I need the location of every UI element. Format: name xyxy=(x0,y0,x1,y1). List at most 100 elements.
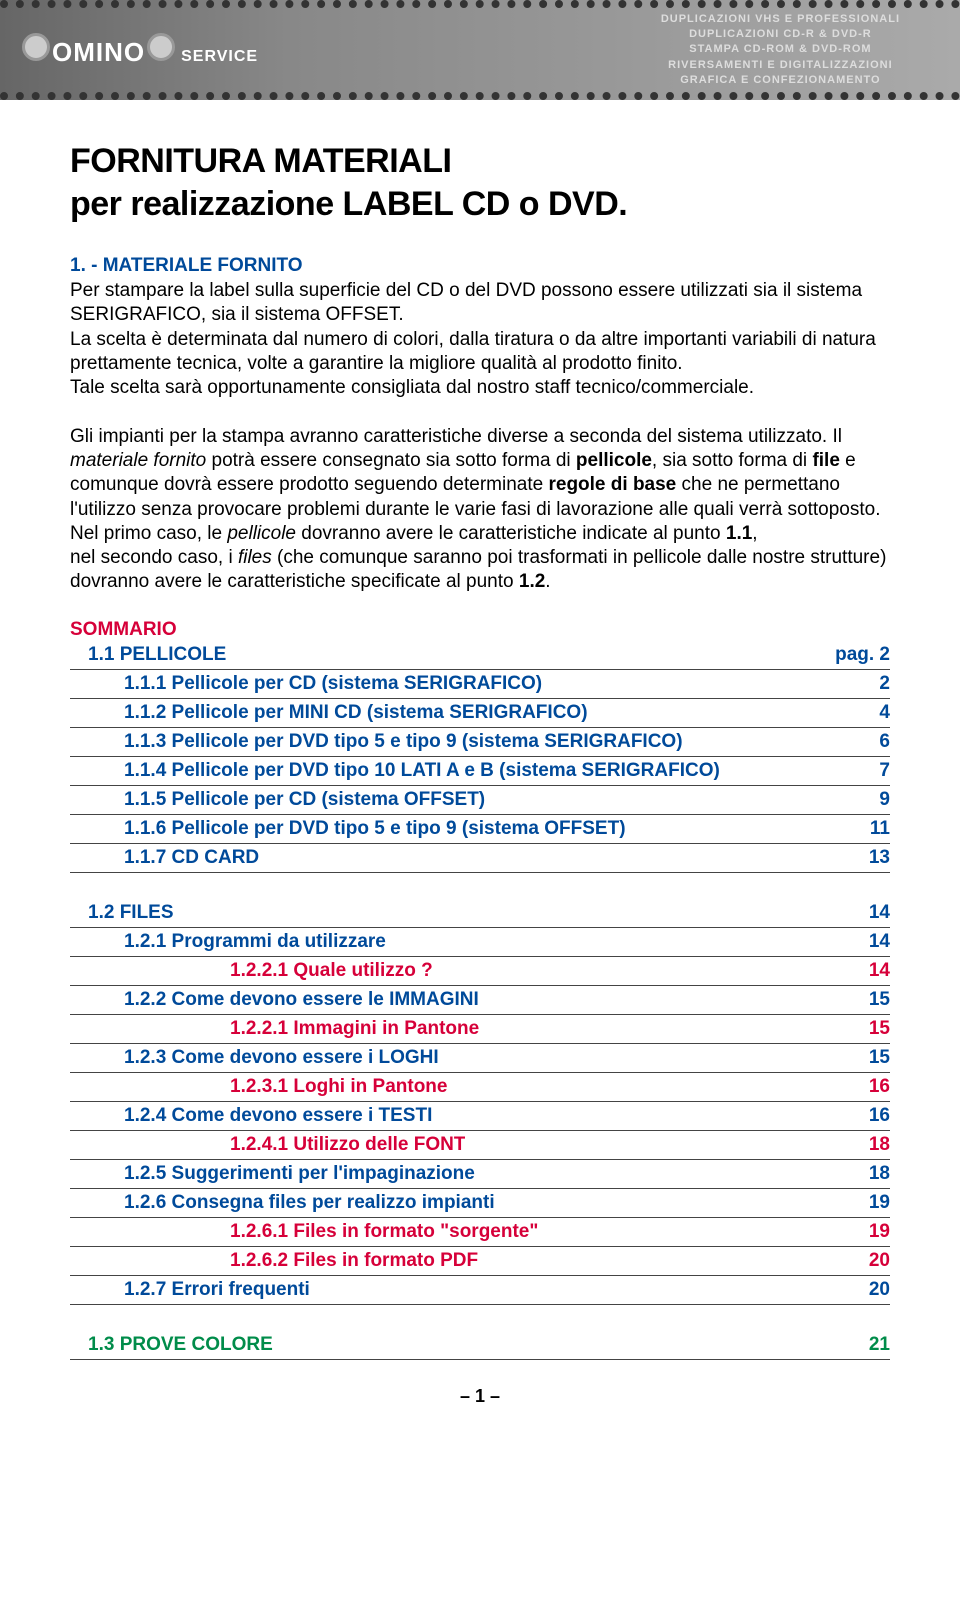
text: Gli impianti per la stampa avranno carat… xyxy=(70,426,842,447)
logo-text-2: SERVICE xyxy=(181,48,258,66)
toc-page: 15 xyxy=(859,1018,890,1040)
title-line-1: FORNITURA MATERIALI xyxy=(70,142,451,180)
toc-row[interactable]: 1.1.5 Pellicole per CD (sistema OFFSET) 9 xyxy=(70,786,890,815)
section-heading: 1. - MATERIALE FORNITO xyxy=(70,255,890,277)
toc-row[interactable]: 1.2.2.1 Immagini in Pantone 15 xyxy=(70,1015,890,1044)
page-content: FORNITURA MATERIALI per realizzazione LA… xyxy=(0,100,960,1437)
toc-page: 14 xyxy=(859,960,890,982)
text-bold: pellicole xyxy=(576,450,652,471)
toc-section-1: 1.1 PELLICOLEpag. 2 1.1.1 Pellicole per C… xyxy=(70,641,890,873)
page-number: – 1 – xyxy=(70,1386,890,1407)
toc-page: 11 xyxy=(860,818,890,840)
toc-row[interactable]: 1.1 PELLICOLEpag. 2 xyxy=(70,641,890,670)
toc-page: 15 xyxy=(859,1047,890,1069)
toc-page: 9 xyxy=(869,789,890,811)
toc-page: 18 xyxy=(859,1134,890,1156)
toc-row[interactable]: 1.2 FILES 14 xyxy=(70,899,890,928)
sommario-heading: SOMMARIO xyxy=(70,619,890,641)
toc-page: 15 xyxy=(859,989,890,1011)
text-bold: file xyxy=(812,450,839,471)
toc-label: 1.2.7 Errori frequenti xyxy=(70,1279,310,1301)
text-bold: regole di base xyxy=(548,474,676,495)
toc-row[interactable]: 1.2.4 Come devono essere i TESTI 16 xyxy=(70,1102,890,1131)
toc-page: 19 xyxy=(859,1192,890,1214)
toc-label: 1.1.7 CD CARD xyxy=(70,847,259,869)
title-line-2: per realizzazione LABEL CD o DVD. xyxy=(70,185,627,223)
text-italic: pellicole xyxy=(227,523,296,544)
toc-row[interactable]: 1.2.3 Come devono essere i LOGHI 15 xyxy=(70,1044,890,1073)
toc-label: 1.2.5 Suggerimenti per l'impaginazione xyxy=(70,1163,475,1185)
toc-label: 1.1.4 Pellicole per DVD tipo 10 LATI A e… xyxy=(70,760,720,782)
toc-label: 1.2.2.1 Quale utilizzo ? xyxy=(70,960,433,982)
toc-label: 1.2.6.2 Files in formato PDF xyxy=(70,1250,478,1272)
banner-tag: STAMPA CD-ROM & DVD-ROM xyxy=(661,42,900,57)
logo-text-1: OMINO xyxy=(52,37,145,68)
toc-row[interactable]: 1.1.6 Pellicole per DVD tipo 5 e tipo 9 … xyxy=(70,815,890,844)
toc-page: 16 xyxy=(859,1105,890,1127)
toc-row[interactable]: 1.2.4.1 Utilizzo delle FONT18 xyxy=(70,1131,890,1160)
toc-page: 2 xyxy=(869,673,890,695)
banner-tag: GRAFICA E CONFEZIONAMENTO xyxy=(661,73,900,88)
toc-row[interactable]: 1.2.1 Programmi da utilizzare 14 xyxy=(70,928,890,957)
toc-label: 1.2.4 Come devono essere i TESTI xyxy=(70,1105,432,1127)
toc-label: 1.2.2 Come devono essere le IMMAGINI xyxy=(70,989,479,1011)
text: potrà essere consegnato sia sotto forma … xyxy=(206,450,576,471)
paragraph-1: Per stampare la label sulla superficie d… xyxy=(70,279,890,401)
toc-label: 1.3 PROVE COLORE xyxy=(70,1334,273,1356)
banner-tag: RIVERSAMENTI E DIGITALIZZAZIONI xyxy=(661,58,900,73)
text-bold: 1.1 xyxy=(726,523,752,544)
text: , sia sotto forma di xyxy=(652,450,813,471)
text-italic: files xyxy=(238,547,272,568)
toc-label: 1.2.3.1 Loghi in Pantone xyxy=(70,1076,447,1098)
toc-page: 14 xyxy=(859,931,890,953)
banner-taglines: DUPLICAZIONI VHS E PROFESSIONALI DUPLICA… xyxy=(661,12,940,89)
header-banner: OMINO SERVICE DUPLICAZIONI VHS E PROFESS… xyxy=(0,0,960,100)
toc-label: 1.1.6 Pellicole per DVD tipo 5 e tipo 9 … xyxy=(70,818,626,840)
toc-label: 1.1.3 Pellicole per DVD tipo 5 e tipo 9 … xyxy=(70,731,683,753)
toc-page: 20 xyxy=(859,1279,890,1301)
toc-page: 7 xyxy=(869,760,890,782)
text-italic: materiale fornito xyxy=(70,450,206,471)
logo: OMINO SERVICE xyxy=(20,33,258,68)
toc-row[interactable]: 1.3 PROVE COLORE21 xyxy=(70,1331,890,1360)
toc-row[interactable]: 1.2.6.1 Files in formato "sorgente"19 xyxy=(70,1218,890,1247)
banner-tag: DUPLICAZIONI CD-R & DVD-R xyxy=(661,27,900,42)
toc-page: 16 xyxy=(859,1076,890,1098)
toc-page: 20 xyxy=(859,1250,890,1272)
toc-section-3: 1.3 PROVE COLORE21 xyxy=(70,1331,890,1360)
logo-disc-icon xyxy=(147,33,175,61)
toc-label: 1.2.6 Consegna files per realizzo impian… xyxy=(70,1192,495,1214)
toc-page: 6 xyxy=(869,731,890,753)
toc-label: 1.1.5 Pellicole per CD (sistema OFFSET) xyxy=(70,789,485,811)
toc-row[interactable]: 1.1.1 Pellicole per CD (sistema SERIGRAF… xyxy=(70,670,890,699)
toc-label: 1.1 PELLICOLE xyxy=(70,644,226,666)
toc-page: 19 xyxy=(859,1221,890,1243)
text: . xyxy=(545,571,550,592)
toc-row[interactable]: 1.2.2 Come devono essere le IMMAGINI 15 xyxy=(70,986,890,1015)
toc-label: 1.2.3 Come devono essere i LOGHI xyxy=(70,1047,439,1069)
toc-label: 1.2.2.1 Immagini in Pantone xyxy=(70,1018,479,1040)
logo-disc-icon xyxy=(22,33,50,61)
toc-row[interactable]: 1.2.6 Consegna files per realizzo impian… xyxy=(70,1189,890,1218)
toc-row[interactable]: 1.2.3.1 Loghi in Pantone 16 xyxy=(70,1073,890,1102)
toc-page: 13 xyxy=(859,847,890,869)
page-title: FORNITURA MATERIALI per realizzazione LA… xyxy=(70,140,890,225)
toc-row[interactable]: 1.2.5 Suggerimenti per l'impaginazione18 xyxy=(70,1160,890,1189)
toc-row[interactable]: 1.1.7 CD CARD 13 xyxy=(70,844,890,873)
toc-row[interactable]: 1.1.4 Pellicole per DVD tipo 10 LATI A e… xyxy=(70,757,890,786)
toc-row[interactable]: 1.2.6.2 Files in formato PDF 20 xyxy=(70,1247,890,1276)
text-bold: 1.2 xyxy=(519,571,545,592)
toc-page: 14 xyxy=(859,902,890,924)
toc-row[interactable]: 1.1.2 Pellicole per MINI CD (sistema SER… xyxy=(70,699,890,728)
toc-row[interactable]: 1.2.2.1 Quale utilizzo ? 14 xyxy=(70,957,890,986)
toc-label: 1.2.1 Programmi da utilizzare xyxy=(70,931,386,953)
banner-tag: DUPLICAZIONI VHS E PROFESSIONALI xyxy=(661,12,900,27)
toc-label: 1.1.2 Pellicole per MINI CD (sistema SER… xyxy=(70,702,588,724)
toc-label: 1.1.1 Pellicole per CD (sistema SERIGRAF… xyxy=(70,673,542,695)
toc-row[interactable]: 1.1.3 Pellicole per DVD tipo 5 e tipo 9 … xyxy=(70,728,890,757)
toc-row[interactable]: 1.2.7 Errori frequenti 20 xyxy=(70,1276,890,1305)
paragraph-2: Gli impianti per la stampa avranno carat… xyxy=(70,425,890,595)
toc-label: 1.2 FILES xyxy=(70,902,174,924)
toc-section-2: 1.2 FILES141.2.1 Programmi da utilizzare… xyxy=(70,899,890,1305)
toc-page: 4 xyxy=(869,702,890,724)
